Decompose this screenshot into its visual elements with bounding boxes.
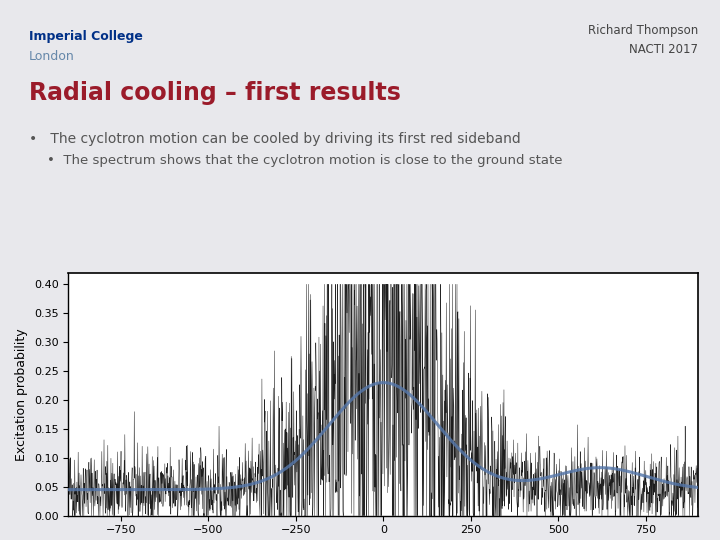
Y-axis label: Excitation probability: Excitation probability [15, 328, 28, 461]
Text: Radial cooling – first results: Radial cooling – first results [29, 81, 400, 105]
Text: NACTI 2017: NACTI 2017 [629, 43, 698, 56]
Text: London: London [29, 50, 75, 63]
Text: Imperial College: Imperial College [29, 30, 143, 43]
Text: •  The spectrum shows that the cyclotron motion is close to the ground state: • The spectrum shows that the cyclotron … [47, 154, 562, 167]
Text: •   The cyclotron motion can be cooled by driving its first red sideband: • The cyclotron motion can be cooled by … [29, 132, 521, 146]
Text: Richard Thompson: Richard Thompson [588, 24, 698, 37]
